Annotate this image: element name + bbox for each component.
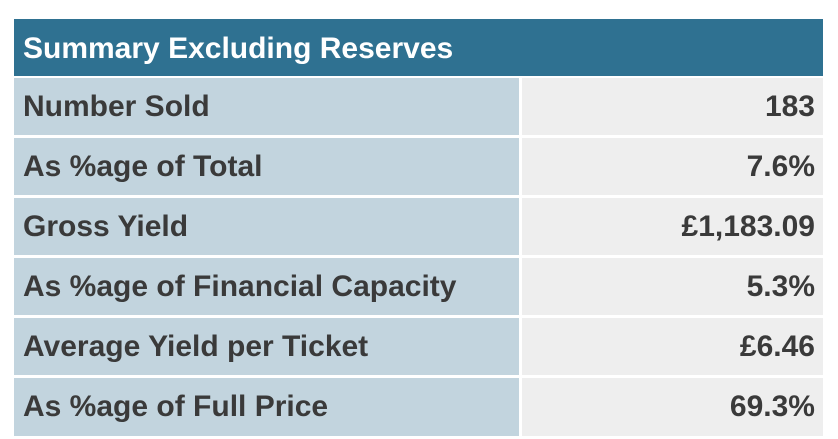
row-label: As %age of Full Price	[14, 378, 522, 436]
row-label: Number Sold	[14, 78, 522, 135]
row-label: As %age of Total	[14, 138, 522, 195]
table-row-percent-of-total: As %age of Total 7.6%	[14, 138, 823, 198]
row-value: 183	[522, 78, 823, 135]
table-row-average-yield-per-ticket: Average Yield per Ticket £6.46	[14, 318, 823, 378]
row-value: £1,183.09	[522, 198, 823, 255]
table-row-number-sold: Number Sold 183	[14, 78, 823, 138]
table-row-gross-yield: Gross Yield £1,183.09	[14, 198, 823, 258]
row-label: Average Yield per Ticket	[14, 318, 522, 375]
row-label: As %age of Financial Capacity	[14, 258, 522, 315]
row-label: Gross Yield	[14, 198, 522, 255]
row-value: 5.3%	[522, 258, 823, 315]
row-value: £6.46	[522, 318, 823, 375]
row-value: 69.3%	[522, 378, 823, 436]
table-row-percent-of-financial-capacity: As %age of Financial Capacity 5.3%	[14, 258, 823, 318]
summary-table: Summary Excluding Reserves Number Sold 1…	[14, 19, 823, 436]
table-row-percent-of-full-price: As %age of Full Price 69.3%	[14, 378, 823, 436]
row-value: 7.6%	[522, 138, 823, 195]
table-title: Summary Excluding Reserves	[14, 19, 823, 78]
